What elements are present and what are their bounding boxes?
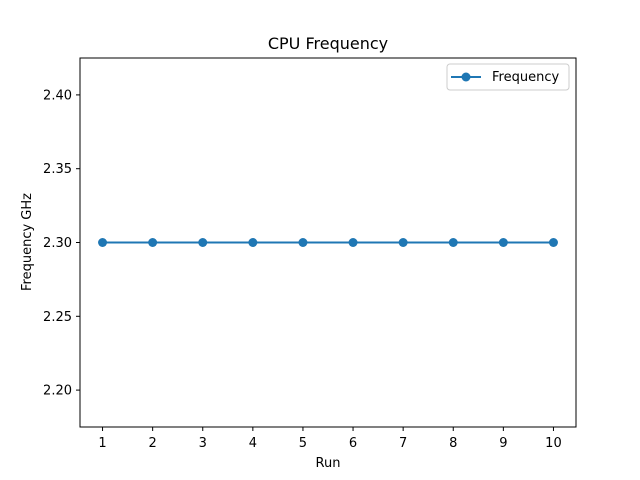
data-point (348, 238, 358, 247)
data-point (398, 238, 408, 247)
legend: Frequency (446, 63, 570, 91)
data-point (198, 238, 208, 247)
data-point (248, 238, 258, 247)
x-tick-label: 7 (399, 436, 407, 451)
x-tick-label: 1 (98, 436, 106, 451)
x-tick-label: 3 (199, 436, 207, 451)
y-axis: 2.20 2.25 2.30 2.35 2.40 (43, 88, 80, 399)
y-tick-label: 2.40 (43, 88, 72, 103)
y-tick-label: 2.20 (43, 384, 72, 399)
x-axis-label: Run (316, 456, 341, 471)
y-tick-label: 2.30 (43, 236, 72, 251)
x-tick-label: 6 (349, 436, 357, 451)
legend-marker (461, 72, 471, 82)
data-point (548, 238, 558, 247)
x-tick-label: 10 (545, 436, 562, 451)
x-axis: 1 2 3 4 5 6 7 8 9 10 (98, 427, 562, 451)
x-tick-label: 5 (299, 436, 307, 451)
x-tick-label: 2 (149, 436, 157, 451)
x-tick-label: 8 (449, 436, 457, 451)
data-point (98, 238, 108, 247)
data-point (498, 238, 508, 247)
x-tick-label: 4 (249, 436, 257, 451)
data-point (148, 238, 158, 247)
chart-title: CPU Frequency (268, 34, 388, 53)
legend-box (446, 63, 570, 91)
data-point (448, 238, 458, 247)
data-point (298, 238, 308, 247)
y-axis-label: Frequency GHz (20, 193, 35, 291)
y-tick-label: 2.25 (43, 310, 72, 325)
legend-label: Frequency (492, 70, 559, 85)
x-tick-label: 9 (499, 436, 507, 451)
series-layer (98, 238, 558, 247)
y-tick-label: 2.35 (43, 162, 72, 177)
